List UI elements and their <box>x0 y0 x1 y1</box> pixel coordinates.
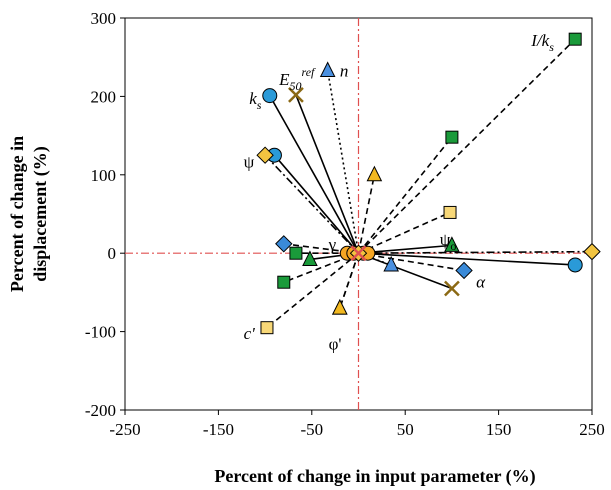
annotation-main: n <box>340 62 349 81</box>
annotation-main: I/k <box>530 31 549 50</box>
y-axis-title-line-1: Percent of change in <box>7 136 27 292</box>
series-line <box>357 38 576 254</box>
annotation-main: E <box>278 70 290 89</box>
annotation-label: c' <box>244 324 256 343</box>
x-tick-label: -50 <box>300 420 323 439</box>
annotation-subscript: 50 <box>290 79 302 93</box>
annotation-subscript: s <box>257 98 262 112</box>
annotation-subscript: s <box>549 40 554 54</box>
series-line <box>358 250 593 254</box>
series-line <box>358 252 465 272</box>
annotation-main: α <box>476 272 486 291</box>
x-tick-label: 150 <box>486 420 512 439</box>
annotation-label: ψ <box>244 152 255 171</box>
series-line <box>357 136 453 254</box>
annotation-main: c' <box>244 324 256 343</box>
annotation-main: γ <box>328 235 337 254</box>
square-marker <box>289 246 303 260</box>
x-tick-label: 250 <box>579 420 605 439</box>
annotation-label: E50ref <box>278 65 316 93</box>
y-axis-title-2: displacement (%) <box>30 146 51 281</box>
cross-marker-stroke <box>444 280 460 297</box>
y-axis-title: Percent of change in <box>7 136 27 292</box>
circle-marker <box>262 88 278 104</box>
data-markers <box>256 32 601 335</box>
y-tick-label: 200 <box>91 87 117 106</box>
y-tick-label: 0 <box>108 244 117 263</box>
y-tick-label: 100 <box>91 166 117 185</box>
annotation-label: α <box>476 272 486 291</box>
diamond-marker <box>583 242 601 261</box>
x-tick-label: -250 <box>109 420 140 439</box>
triangle-marker <box>366 165 383 182</box>
annotation-label: φ' <box>329 334 342 353</box>
series-line <box>264 154 360 254</box>
x-tick-label: 50 <box>397 420 414 439</box>
square-marker <box>260 321 274 335</box>
y-tick-label: -100 <box>85 323 116 342</box>
diamond-marker <box>256 146 274 164</box>
reference-lines <box>125 18 592 410</box>
x-axis-title: Percent of change in input parameter (%) <box>214 466 535 487</box>
triangle-marker <box>383 255 399 272</box>
triangle-marker <box>332 298 348 315</box>
circle-marker <box>567 257 583 273</box>
series-line <box>269 95 360 254</box>
annotation-label: ks <box>249 89 262 112</box>
x-tick-label: -150 <box>203 420 234 439</box>
series-line <box>295 94 360 254</box>
diamond-marker <box>275 235 293 253</box>
square-marker <box>445 130 459 144</box>
square-marker <box>568 32 582 46</box>
annotation-main: ψ <box>244 152 255 171</box>
x-axis-ticks: -250 -150 -50 50 150 250 <box>109 410 605 439</box>
triangle-marker <box>319 61 336 78</box>
annotation-main: φ' <box>329 334 342 353</box>
annotation-subscript: o <box>450 239 456 253</box>
annotation-label: ψo <box>440 230 457 253</box>
series-lines <box>264 38 593 329</box>
cross-marker-stroke <box>350 245 367 262</box>
series-line <box>358 252 576 266</box>
annotation-label: γ <box>328 235 337 254</box>
diamond-marker <box>455 261 473 280</box>
annotation-label: n <box>340 62 349 81</box>
series-line <box>357 174 376 254</box>
y-tick-label: 300 <box>91 9 117 28</box>
y-tick-label: -200 <box>85 401 116 420</box>
triangle-marker <box>302 250 318 266</box>
cross-marker-stroke <box>288 86 304 103</box>
annotation-main: k <box>249 89 257 108</box>
annotation-main: ψ <box>440 230 451 249</box>
square-marker <box>443 205 457 219</box>
series-line <box>326 70 360 254</box>
annotation-superscript: ref <box>302 65 317 79</box>
series-line <box>273 154 360 254</box>
series-line <box>358 211 451 254</box>
y-axis-title-line-2: displacement (%) <box>30 146 51 281</box>
y-axis-ticks: -200 -100 0 100 200 300 <box>85 9 125 420</box>
triangle-marker <box>444 236 460 252</box>
square-marker <box>277 275 291 289</box>
annotation-label: I/ks <box>530 31 554 54</box>
